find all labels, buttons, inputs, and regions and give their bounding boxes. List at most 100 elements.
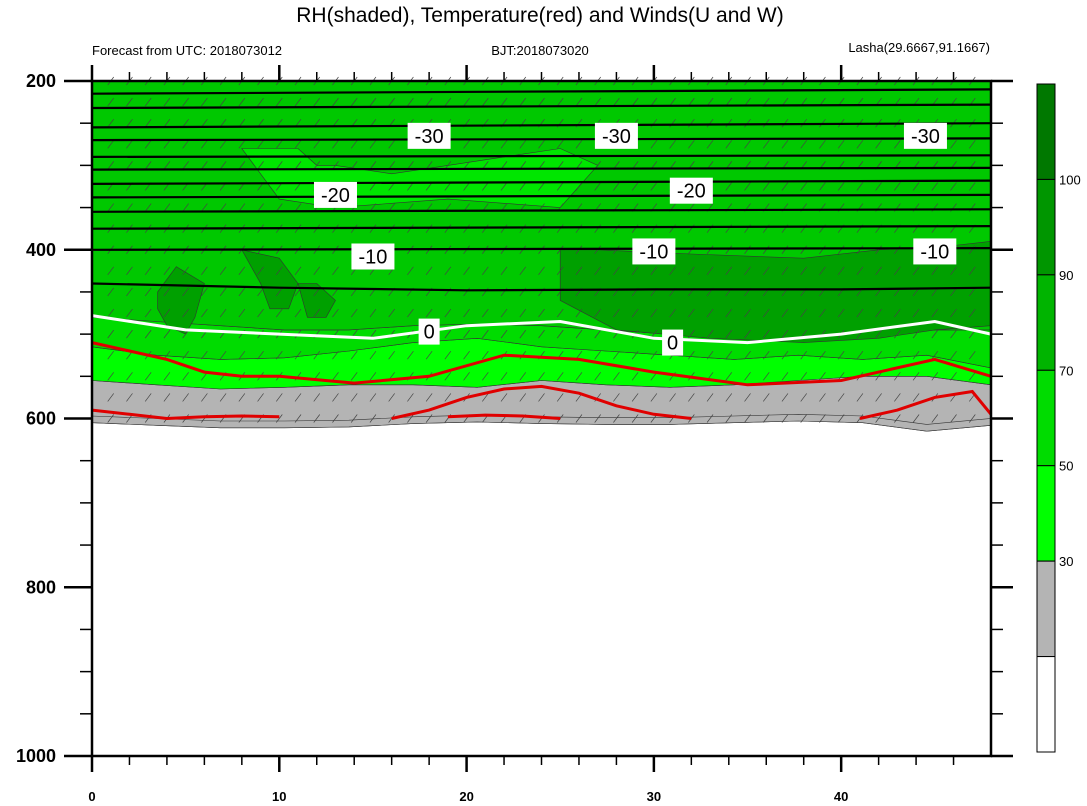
wind-barb [425, 414, 433, 423]
wind-barb [500, 224, 508, 233]
wind-barb [294, 393, 302, 402]
wind-barb [575, 266, 583, 276]
wind-barb [519, 308, 527, 318]
wind-barb [425, 351, 433, 360]
wind-barb [950, 414, 957, 423]
wind-barb [725, 351, 733, 360]
wind-barb [444, 393, 452, 402]
wind-barb [744, 414, 751, 423]
wind-barb [744, 393, 751, 402]
wind-barb [182, 118, 189, 128]
wind-barb [107, 118, 115, 128]
wind-barb [688, 308, 695, 318]
wind-barb [594, 414, 601, 423]
y-tick-label: 600 [26, 409, 56, 429]
wind-barb [538, 393, 545, 402]
wind-barb [931, 351, 939, 360]
wind-barb [556, 97, 564, 107]
wind-barb [107, 140, 115, 149]
wind-barb [744, 118, 751, 128]
wind-barb [444, 182, 452, 191]
wind-barb [762, 182, 770, 191]
wind-barb [332, 266, 339, 276]
wind-barb [556, 393, 564, 402]
wind-barb [144, 97, 152, 107]
colorbar-box [1036, 274, 1056, 371]
isotherm-red [91, 408, 280, 421]
wind-barb [219, 308, 227, 318]
wind-barb [875, 245, 882, 254]
y-tick-label: 800 [26, 577, 56, 597]
wind-barb [463, 329, 470, 339]
wind-barb [257, 393, 264, 402]
wind-barb [950, 266, 957, 276]
wind-barb [107, 287, 115, 297]
contour-label: -30 [602, 126, 631, 148]
wind-barb [163, 393, 171, 402]
wind-barb [688, 393, 695, 402]
colorbar-label: 50 [1059, 459, 1073, 474]
wind-barb [126, 203, 133, 212]
wind-barb [257, 287, 264, 297]
wind-barb [819, 393, 826, 402]
wind-barb [500, 393, 508, 402]
wind-barb [538, 97, 545, 107]
wind-barb [556, 372, 564, 381]
wind-barb [482, 329, 489, 339]
wind-barb [482, 140, 489, 149]
wind-barb [182, 97, 189, 107]
wind-barb [144, 140, 152, 149]
wind-barb [482, 97, 489, 107]
wind-barb [800, 140, 807, 149]
wind-barb [894, 308, 901, 318]
wind-barb [837, 245, 845, 254]
wind-barb [126, 308, 133, 318]
rh-patch-dark [241, 249, 299, 310]
wind-barb [182, 393, 189, 402]
wind-barb [800, 182, 807, 191]
wind-barb [800, 393, 807, 402]
colorbar-box [1036, 656, 1056, 753]
wind-barb [126, 161, 133, 170]
wind-barb [931, 329, 939, 339]
wind-barb [800, 266, 807, 276]
wind-barb [706, 140, 714, 149]
colorbar: 100 90 70 50 30 [1036, 83, 1081, 753]
wind-barb [688, 266, 695, 276]
wind-barb [725, 118, 733, 128]
wind-barb [144, 203, 152, 212]
wind-barb [725, 372, 733, 381]
wind-barb [594, 351, 601, 360]
y-tick-label: 1000 [16, 746, 56, 766]
isotherm-black [91, 88, 992, 95]
wind-barb [482, 372, 489, 381]
wind-barb [706, 414, 714, 423]
wind-barb [594, 372, 601, 381]
wind-barb [407, 97, 414, 107]
wind-barb [669, 393, 676, 402]
wind-barb [107, 414, 115, 423]
wind-barb [369, 140, 377, 149]
wind-barb [201, 161, 208, 170]
wind-barb [968, 308, 976, 318]
wind-barb [294, 161, 302, 170]
wind-barb [219, 266, 227, 276]
wind-barb [425, 308, 433, 318]
wind-barb [819, 414, 826, 423]
wind-barb [126, 118, 133, 128]
wind-barb [144, 329, 152, 339]
wind-barb [238, 287, 246, 297]
wind-barb [856, 308, 864, 318]
wind-barb [444, 329, 452, 339]
wind-barb [238, 140, 246, 149]
colorbar-box [1036, 83, 1056, 180]
wind-barb [800, 308, 807, 318]
wind-barb [107, 308, 115, 318]
wind-barb [238, 266, 246, 276]
wind-barb [706, 245, 714, 254]
wind-barb [257, 140, 264, 149]
wind-barb [613, 266, 620, 276]
wind-barb [313, 351, 321, 360]
wind-barb [294, 266, 302, 276]
wind-barb [182, 287, 189, 297]
